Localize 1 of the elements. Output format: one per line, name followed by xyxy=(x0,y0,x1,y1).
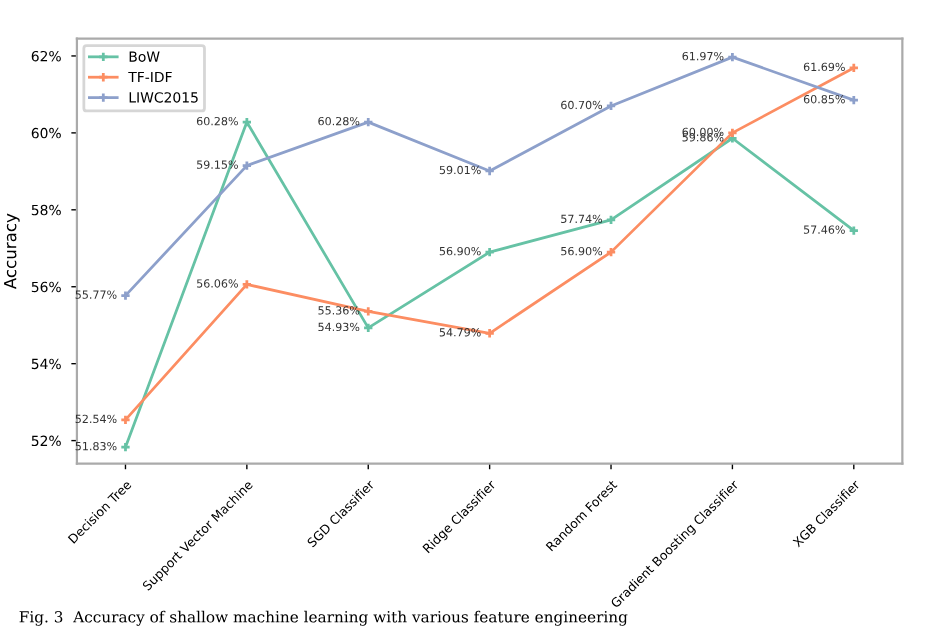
y-axis-title: Accuracy xyxy=(4,213,20,290)
